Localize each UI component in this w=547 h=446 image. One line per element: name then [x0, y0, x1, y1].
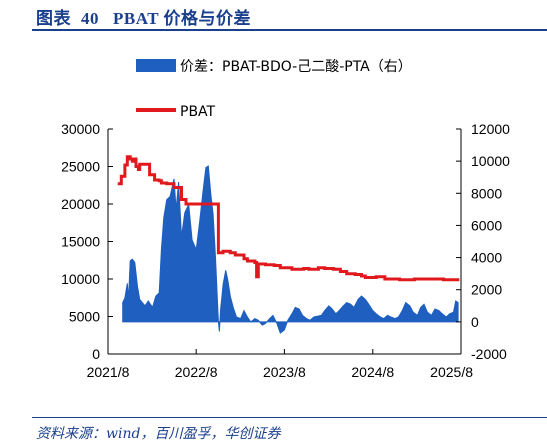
- legend-label-spread: 价差：PBAT-BDO-己二酸-PTA（右）: [180, 59, 412, 75]
- axes: 0 5000 10000 15000 20000 25000 30000 -2000 0 2000…: [61, 121, 510, 380]
- spread-area-layer: [122, 165, 459, 334]
- right-tick-label: 6000: [471, 217, 502, 233]
- left-tick-label: 20000: [61, 196, 100, 212]
- right-tick-label: 0: [471, 314, 479, 330]
- title-rule: [32, 29, 547, 31]
- spread-area: [122, 165, 459, 334]
- x-tick-label: 2023/8: [263, 364, 306, 380]
- right-tick-label: 2000: [471, 282, 502, 298]
- price-line-layer: [117, 155, 460, 282]
- figure-caption: PBAT 价格与价差: [113, 9, 252, 28]
- source-note: 资料来源：wind，百川盈孚，华创证券: [36, 426, 281, 442]
- right-tick-label: 8000: [471, 185, 502, 201]
- legend-swatch-spread: [136, 59, 176, 72]
- figure-title: 图表 40 PBAT 价格与价差: [36, 4, 251, 29]
- left-tick-label: 15000: [61, 234, 100, 250]
- figure-label: 图表: [36, 9, 71, 28]
- legend: 价差：PBAT-BDO-己二酸-PTA（右） PBAT: [136, 59, 412, 120]
- x-tick-label: 2024/8: [351, 364, 394, 380]
- x-tick-label: 2021/8: [87, 364, 130, 380]
- left-tick-label: 5000: [69, 309, 100, 325]
- right-tick-label: -2000: [471, 346, 507, 362]
- left-tick-label: 10000: [61, 271, 100, 287]
- left-tick-label: 25000: [61, 159, 100, 175]
- x-tick-label: 2022/8: [175, 364, 218, 380]
- right-tick-label: 12000: [471, 121, 510, 137]
- x-tick-label: 2025/8: [430, 364, 473, 380]
- left-tick-label: 0: [92, 346, 100, 362]
- source-rule: [32, 417, 547, 418]
- right-tick-label: 4000: [471, 250, 502, 266]
- figure-number: 40: [81, 9, 99, 28]
- legend-label-pbat: PBAT: [180, 104, 216, 120]
- right-tick-label: 10000: [471, 153, 510, 169]
- left-tick-label: 30000: [61, 121, 100, 137]
- pbat-price-line: [117, 155, 460, 282]
